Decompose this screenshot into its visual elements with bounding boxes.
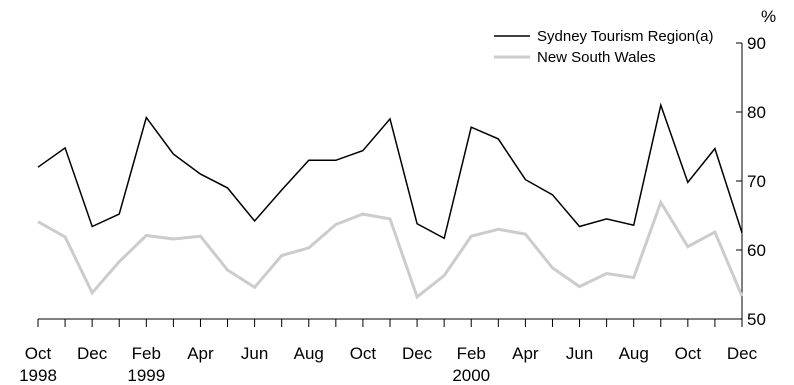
series-line-nsw: [37, 198, 744, 300]
y-tick-label: 80: [747, 103, 766, 122]
x-tick-label: Apr: [512, 344, 539, 363]
x-tick-label: Jun: [566, 344, 593, 363]
y-tick-label: 60: [747, 241, 766, 260]
x-axis: Oct 1998 Dec Feb 1999 Apr Jun Aug Oct Dec Feb 2000 A…: [19, 318, 758, 385]
x-tick-year-label: 1998: [19, 366, 57, 385]
x-tick-label: Dec: [727, 344, 758, 363]
x-tick-label: Oct: [25, 344, 52, 363]
x-tick-year-label: 1999: [127, 366, 165, 385]
x-tick-label: Dec: [77, 344, 108, 363]
x-tick-year-label: 2000: [452, 366, 490, 385]
y-tick-label: 70: [747, 172, 766, 191]
x-tick-label: Oct: [350, 344, 377, 363]
legend: Sydney Tourism Region(a) New South Wales: [494, 28, 713, 66]
y-tick-label: 90: [747, 34, 766, 53]
x-tick-label: Aug: [294, 344, 324, 363]
x-tick-label: Oct: [675, 344, 702, 363]
legend-label-nsw: New South Wales: [537, 49, 656, 66]
x-tick-label: Jun: [241, 344, 268, 363]
legend-label-sydney: Sydney Tourism Region(a): [537, 28, 713, 45]
series-layer: [37, 102, 744, 300]
y-axis-unit: %: [761, 7, 776, 26]
x-tick-label: Aug: [619, 344, 649, 363]
y-axis: 50 60 70 80 90: [736, 34, 766, 329]
x-tick-label: Feb: [457, 344, 486, 363]
y-tick-label: 50: [747, 310, 766, 329]
x-tick-label: Dec: [402, 344, 433, 363]
series-line-sydney: [37, 102, 743, 240]
x-tick-label: Apr: [187, 344, 214, 363]
x-tick-label: Feb: [132, 344, 161, 363]
